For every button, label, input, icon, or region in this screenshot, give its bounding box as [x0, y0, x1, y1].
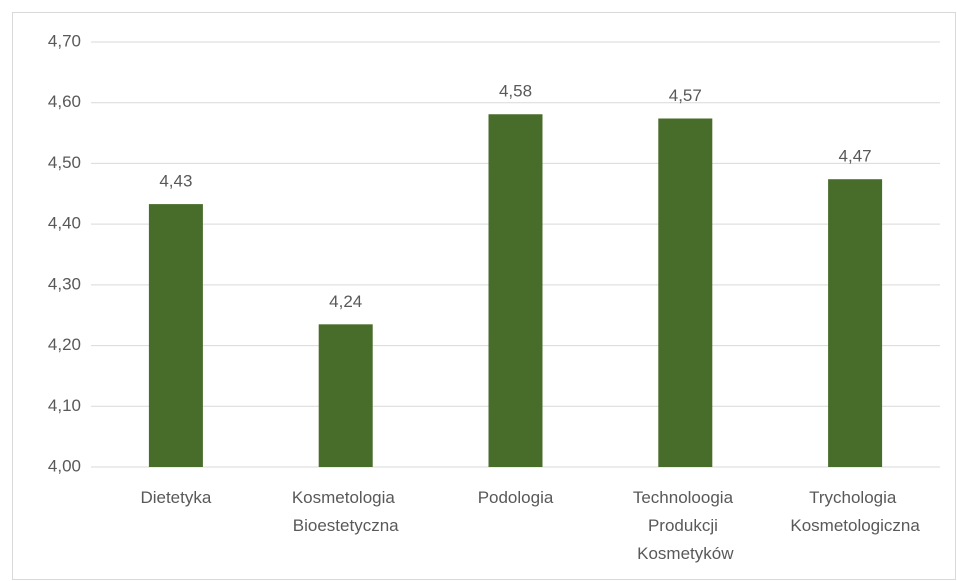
- y-tick-label: 4,00: [48, 456, 81, 475]
- data-label: 4,43: [159, 172, 192, 191]
- y-tick-label: 4,20: [48, 335, 81, 354]
- y-tick-label: 4,30: [48, 274, 81, 293]
- x-tick-label: Kosmetologia Bioestetyczna: [292, 488, 400, 535]
- data-label: 4,47: [839, 147, 872, 166]
- y-tick-label: 4,60: [48, 92, 81, 111]
- bar: [488, 114, 543, 467]
- data-label: 4,24: [329, 292, 362, 311]
- y-tick-label: 4,10: [48, 396, 81, 415]
- x-tick-label: Podologia: [478, 488, 554, 507]
- bar: [148, 204, 203, 467]
- data-label: 4,58: [499, 82, 532, 101]
- y-tick-label: 4,40: [48, 214, 81, 233]
- y-tick-label: 4,70: [48, 31, 81, 50]
- bar: [658, 118, 713, 467]
- bar: [318, 324, 373, 467]
- x-tick-label: Technoloogia Produkcji Kosmetyków: [633, 488, 738, 563]
- x-tick-label: Trychologia Kosmetologiczna: [790, 488, 920, 535]
- bar: [828, 179, 883, 467]
- y-tick-label: 4,50: [48, 153, 81, 172]
- x-tick-label: Dietetyka: [140, 488, 211, 507]
- data-label: 4,57: [669, 86, 702, 105]
